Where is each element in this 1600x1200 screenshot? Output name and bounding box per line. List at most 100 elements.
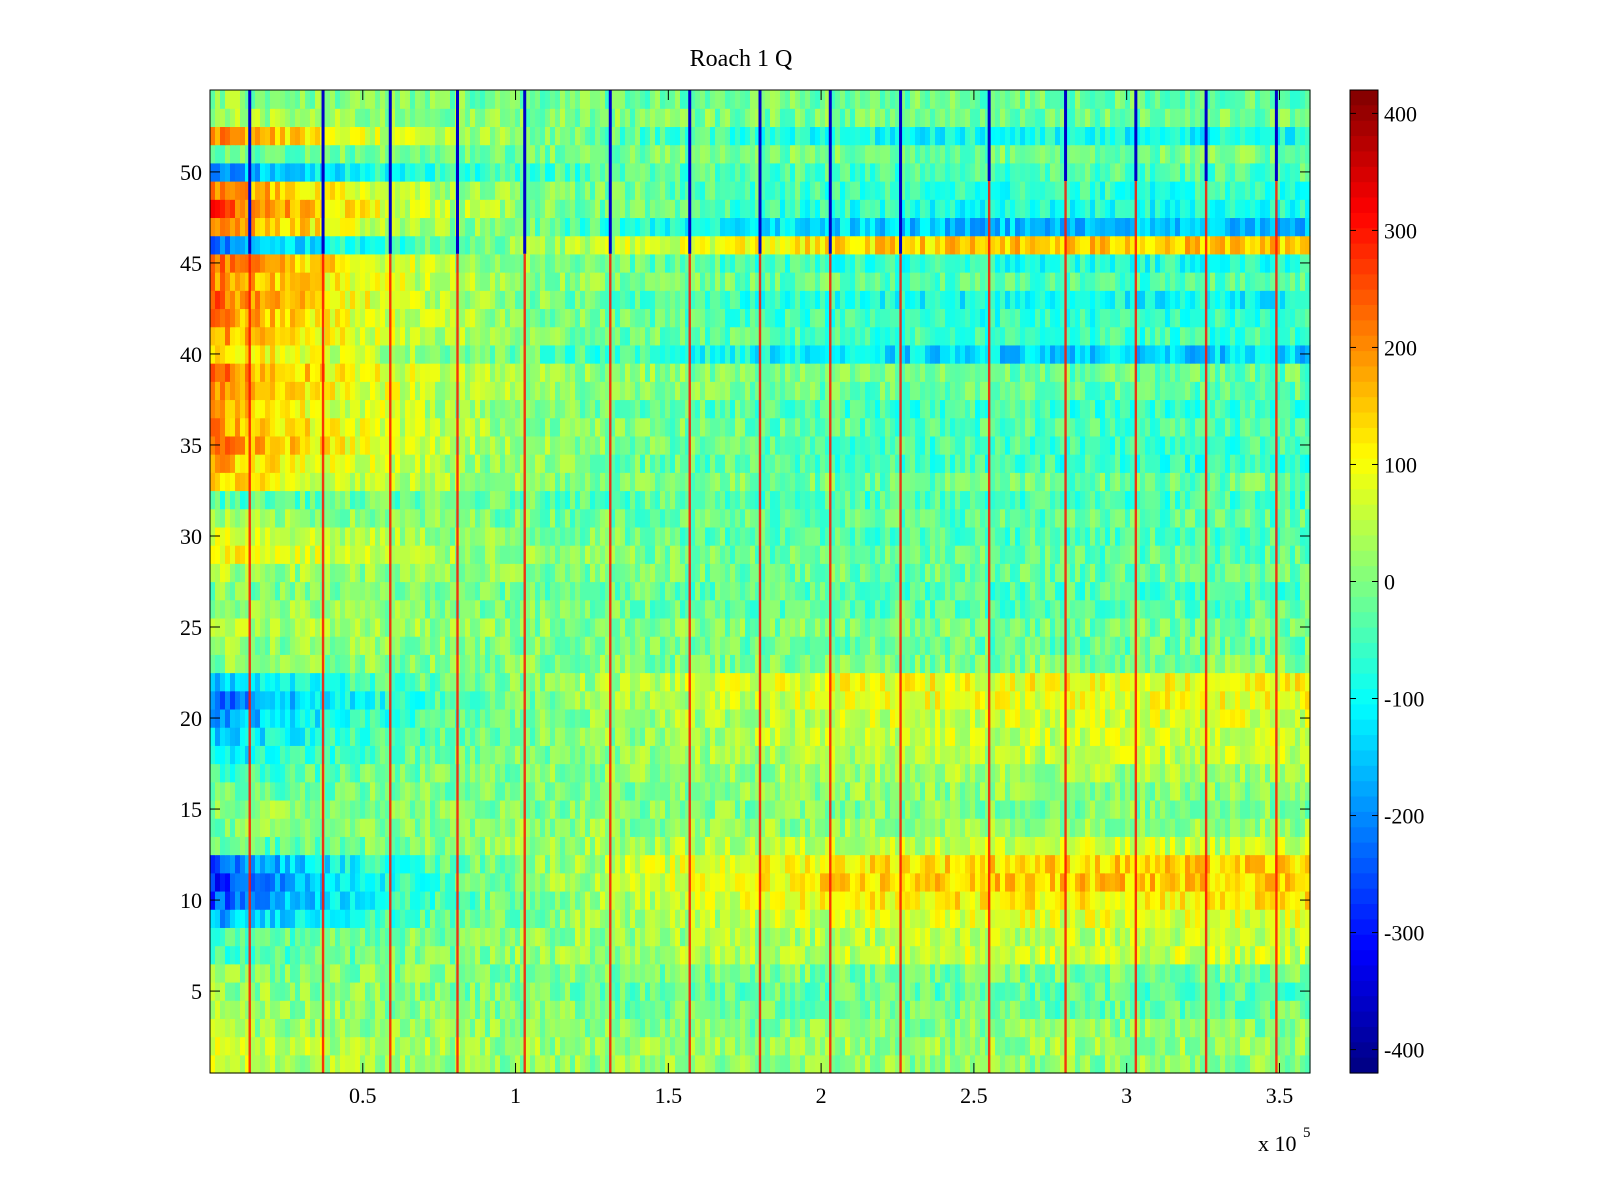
heatmap-cell bbox=[715, 654, 721, 674]
heatmap-cell bbox=[615, 818, 621, 837]
heatmap-cell bbox=[675, 945, 681, 965]
heatmap-cell bbox=[585, 708, 591, 728]
heatmap-cell bbox=[1060, 836, 1066, 856]
heatmap-cell bbox=[1005, 836, 1011, 856]
heatmap-cell bbox=[260, 1036, 266, 1056]
heatmap-cell bbox=[685, 854, 691, 874]
heatmap-cell bbox=[470, 1054, 476, 1074]
heatmap-cell bbox=[1195, 708, 1201, 728]
heatmap-cell bbox=[790, 781, 796, 801]
heatmap-cell bbox=[415, 981, 421, 1001]
heatmap-cell bbox=[885, 945, 891, 965]
heatmap-cell bbox=[675, 672, 681, 692]
heatmap-cell bbox=[465, 745, 471, 765]
heatmap-cell bbox=[480, 1054, 486, 1074]
heatmap-cell bbox=[235, 945, 241, 965]
heatmap-cell bbox=[1145, 854, 1151, 874]
heatmap-cell bbox=[475, 654, 481, 674]
heatmap-cell bbox=[1165, 727, 1171, 746]
heatmap-cell bbox=[215, 945, 221, 965]
heatmap-cell bbox=[885, 781, 891, 801]
heatmap-cell bbox=[270, 945, 276, 965]
heatmap-cell bbox=[370, 1000, 376, 1019]
heatmap-cell bbox=[600, 781, 606, 801]
heatmap-cell bbox=[575, 1000, 581, 1019]
heatmap-cell bbox=[1210, 1000, 1216, 1019]
heatmap-cell bbox=[535, 1000, 541, 1019]
heatmap-cell bbox=[705, 799, 711, 819]
heatmap-cell bbox=[910, 672, 916, 692]
heatmap-cell bbox=[310, 690, 316, 710]
heatmap-cell bbox=[610, 909, 616, 928]
heatmap-cell bbox=[495, 836, 501, 856]
heatmap-cell bbox=[910, 745, 916, 765]
heatmap-cell bbox=[250, 963, 256, 983]
heatmap-cell bbox=[1045, 1054, 1051, 1074]
heatmap-cell bbox=[940, 763, 946, 783]
heatmap-cell bbox=[1175, 981, 1181, 1001]
heatmap-cell bbox=[785, 690, 791, 710]
heatmap-cell bbox=[790, 672, 796, 692]
heatmap-cell bbox=[450, 981, 456, 1001]
heatmap-cell bbox=[430, 672, 436, 692]
heatmap-cell bbox=[1045, 745, 1051, 765]
heatmap-cell bbox=[960, 672, 966, 692]
heatmap-cell bbox=[905, 1054, 911, 1074]
heatmap-cell bbox=[375, 890, 381, 910]
heatmap-cell bbox=[890, 1036, 896, 1056]
heatmap-cell bbox=[900, 763, 906, 783]
heatmap-cell bbox=[985, 690, 991, 710]
heatmap-cell bbox=[890, 690, 896, 710]
heatmap-cell bbox=[895, 781, 901, 801]
heatmap-cell bbox=[290, 909, 296, 928]
heatmap-cell bbox=[1205, 799, 1211, 819]
heatmap-cell bbox=[655, 854, 661, 874]
heatmap-cell bbox=[1290, 981, 1296, 1001]
heatmap-cell bbox=[805, 854, 811, 874]
heatmap-cell bbox=[1270, 854, 1276, 874]
heatmap-cell bbox=[1100, 690, 1106, 710]
heatmap-cell bbox=[990, 818, 996, 837]
heatmap-cell bbox=[1090, 727, 1096, 746]
heatmap-cell bbox=[285, 745, 291, 765]
heatmap-cell bbox=[1130, 1054, 1136, 1074]
heatmap-cell bbox=[385, 727, 391, 746]
heatmap-cell bbox=[1165, 872, 1171, 892]
heatmap-cell bbox=[325, 672, 331, 692]
heatmap-cell bbox=[600, 672, 606, 692]
heatmap-cell bbox=[945, 745, 951, 765]
heatmap-cell bbox=[1225, 945, 1231, 965]
heatmap-cell bbox=[710, 909, 716, 928]
heatmap-cell bbox=[660, 890, 666, 910]
heatmap-cell bbox=[260, 1000, 266, 1019]
heatmap-cell bbox=[335, 981, 341, 1001]
heatmap-cell bbox=[1185, 781, 1191, 801]
heatmap-cell bbox=[365, 963, 371, 983]
heatmap-cell bbox=[340, 836, 346, 856]
heatmap-cell bbox=[425, 909, 431, 928]
heatmap-cell bbox=[660, 1036, 666, 1056]
heatmap-cell bbox=[530, 909, 536, 928]
heatmap-cell bbox=[265, 1018, 271, 1038]
heatmap-cell bbox=[1025, 727, 1031, 746]
heatmap-cell bbox=[1235, 909, 1241, 928]
heatmap-cell bbox=[305, 963, 311, 983]
heatmap-cell bbox=[915, 799, 921, 819]
heatmap-cell bbox=[900, 927, 906, 947]
heatmap-cell bbox=[615, 1000, 621, 1019]
heatmap-cell bbox=[1075, 927, 1081, 947]
heatmap-cell bbox=[415, 872, 421, 892]
heatmap-cell bbox=[420, 654, 426, 674]
heatmap-cell bbox=[915, 836, 921, 856]
heatmap-cell bbox=[665, 799, 671, 819]
heatmap-cell bbox=[735, 854, 741, 874]
heatmap-cell bbox=[490, 1054, 496, 1074]
heatmap-cell bbox=[655, 890, 661, 910]
heatmap-cell bbox=[915, 654, 921, 674]
heatmap-cell bbox=[1155, 854, 1161, 874]
heatmap-cell bbox=[1240, 781, 1246, 801]
heatmap-cell bbox=[255, 745, 261, 765]
heatmap-cell bbox=[525, 909, 531, 928]
heatmap-cell bbox=[1150, 1000, 1156, 1019]
heatmap-cell bbox=[780, 1000, 786, 1019]
